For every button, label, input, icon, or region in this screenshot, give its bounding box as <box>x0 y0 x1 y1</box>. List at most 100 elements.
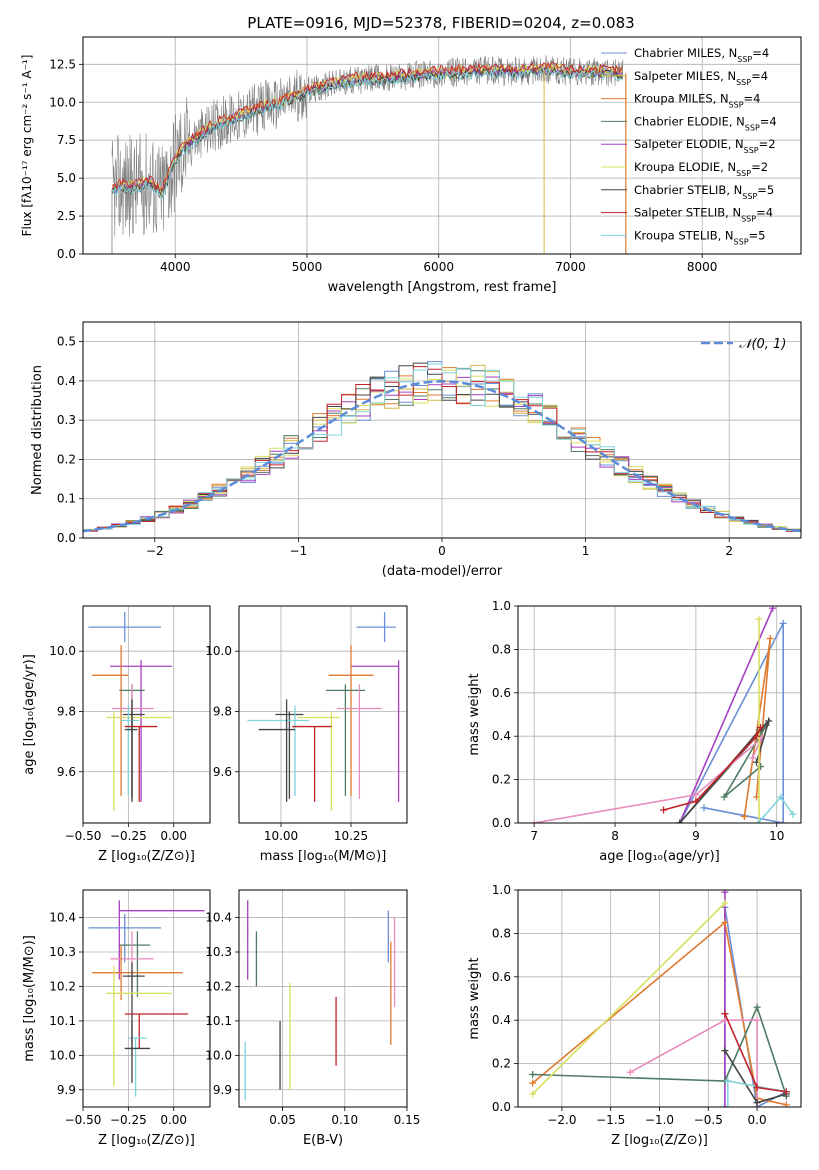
spectrum-panel: 4000 5000 6000 7000 8000 0.0 2.5 5.0 7.5 10.0 12.5… <box>20 36 802 295</box>
x-axis-label: age [log₁₀(age/yr)] <box>599 849 720 864</box>
legend-entry: Kroupa MILES, NSSP=4 <box>634 92 760 110</box>
mass-weight-marker <box>757 724 765 732</box>
y-tick-label: 10.0 <box>49 95 76 109</box>
errorbar-point <box>106 711 172 811</box>
mass-weight-line <box>678 607 774 823</box>
x-tick-label: −1.5 <box>596 1113 625 1127</box>
legend-entry-suffix: =5 <box>757 183 774 197</box>
mass-weight-marker <box>529 1079 537 1087</box>
mass-weight-marker <box>692 791 700 799</box>
errorbar-point <box>122 962 145 1056</box>
mass-weight-marker <box>753 732 761 740</box>
mass-weight-marker <box>626 1068 634 1076</box>
x-tick-label: 6000 <box>423 260 454 274</box>
legend-entry-name: Salpeter STELIB, N <box>634 206 741 220</box>
errorbar-point <box>124 725 158 802</box>
y-tick-label: 9.9 <box>213 1083 232 1097</box>
y-tick-label: 10.0 <box>205 1048 232 1062</box>
mass-weight-marker <box>782 1088 790 1096</box>
errorbar-point <box>124 1013 189 1049</box>
legend-entry-name: Chabrier STELIB, N <box>634 183 742 197</box>
x-tick-label: −1 <box>290 544 308 558</box>
mass-weight-marker <box>676 819 684 823</box>
metallicity-mass-panel: −0.50 −0.25 0.00 9.9 10.0 10.1 10.2 10.3 10.4 Z [… <box>22 889 211 1148</box>
mass-weight-line <box>532 1004 788 1097</box>
mass-weight-marker <box>789 810 797 818</box>
errorbar-point <box>292 725 332 802</box>
legend-entry-suffix: =5 <box>749 228 766 242</box>
plot-area <box>111 55 627 254</box>
x-axis-label: (data-model)/error <box>382 564 503 579</box>
legend-entry-suffix: =4 <box>760 114 777 128</box>
legend-entry: Salpeter STELIB, NSSP=4 <box>634 206 773 224</box>
mass-weight-marker <box>721 919 729 927</box>
axes-frame <box>517 605 802 824</box>
legend-entry-name: Kroupa ELODIE, N <box>634 160 736 174</box>
x-axis-label: Z [log₁₀(Z/Z⊙)] <box>611 1133 708 1148</box>
residual-histogram-panel: −2 −1 0 1 2 0.0 0.1 0.2 0.3 0.4 0.5 (data-model)/er… <box>30 321 802 579</box>
extinction-mass-panel: 0.05 0.10 0.15 9.9 10.0 10.1 10.2 10.3 10.4 E(B-V… <box>205 889 420 1148</box>
x-tick-label: −0.50 <box>65 1113 102 1127</box>
errorbar-point <box>325 684 365 796</box>
legend-entry: Chabrier ELODIE, NSSP=4 <box>634 114 777 131</box>
y-tick-label: 0.2 <box>57 452 76 466</box>
mass-weight-marker <box>720 793 728 801</box>
y-tick-label: 10.3 <box>205 945 232 959</box>
x-tick-label: 0.0 <box>748 1113 767 1127</box>
legend-entry-suffix: =2 <box>751 160 768 174</box>
x-tick-label: 10 <box>769 829 784 843</box>
mass-weight-line <box>532 921 787 1106</box>
legend-entry-sub: SSP <box>737 55 752 64</box>
errorbar-point <box>119 931 151 997</box>
legend-entry-suffix: =4 <box>756 206 773 220</box>
y-axis-label: mass weight <box>467 957 482 1039</box>
plot-area <box>529 890 790 1107</box>
x-tick-label: 0.05 <box>269 1113 296 1127</box>
metallicity-age-panel: −0.50 −0.25 0.00 9.6 9.8 10.0 Z [log₁₀(Z/Z⊙)] a… <box>22 605 211 864</box>
legend-entry-sub: SSP <box>736 77 751 86</box>
mass-weight-marker <box>724 1077 732 1085</box>
mass-weight-marker <box>753 1083 761 1091</box>
y-tick-label: 5.0 <box>57 171 76 185</box>
x-tick-label: 2 <box>725 544 733 558</box>
mass-weight-marker <box>740 812 748 820</box>
y-tick-label: 10.2 <box>205 979 232 993</box>
mass-weight-marker <box>721 1103 729 1107</box>
mass-weight-marker <box>753 1099 761 1107</box>
x-axis-label: wavelength [Angstrom, rest frame] <box>328 280 557 295</box>
legend-entry-sub: SSP <box>745 123 760 132</box>
x-tick-label: 0 <box>438 544 446 558</box>
y-tick-label: 0.2 <box>492 773 511 787</box>
y-tick-label: 0.5 <box>57 335 76 349</box>
errorbar-point <box>88 612 162 643</box>
mass-weight-marker <box>753 1016 761 1024</box>
x-tick-label: 10.00 <box>264 829 298 843</box>
x-axis-label: Z [log₁₀(Z/Z⊙)] <box>98 1133 195 1148</box>
y-tick-label: 0.4 <box>492 729 511 743</box>
y-tick-label: 0.1 <box>57 492 76 506</box>
y-tick-label: 9.6 <box>57 765 76 779</box>
x-tick-label: 4000 <box>160 260 191 274</box>
plot-area <box>247 612 400 811</box>
plot-area <box>83 361 801 534</box>
axes-frame <box>82 36 802 255</box>
y-tick-label: 0.8 <box>492 926 511 940</box>
mass-weight-line <box>724 1013 787 1093</box>
x-tick-label: 8000 <box>687 260 718 274</box>
y-tick-label: 10.4 <box>205 911 232 925</box>
mass-weight-marker <box>530 819 538 823</box>
plot-area <box>88 612 172 811</box>
legend-entry-sub: SSP <box>744 146 759 155</box>
y-tick-label: 0.4 <box>492 1013 511 1027</box>
mass-weight-line <box>663 727 762 811</box>
y-tick-label: 1.0 <box>492 883 511 897</box>
x-axis-label: Z [log₁₀(Z/Z⊙)] <box>98 849 195 864</box>
legend-entry-sub: SSP <box>734 237 749 246</box>
y-tick-label: 9.8 <box>213 704 232 718</box>
y-tick-label: 10.1 <box>49 1014 76 1028</box>
chart-title: PLATE=0916, MJD=52378, FIBERID=0204, z=0… <box>247 14 634 32</box>
y-tick-label: 0.3 <box>57 413 76 427</box>
errorbar-point <box>112 684 154 799</box>
mass-weight-line <box>679 724 767 823</box>
